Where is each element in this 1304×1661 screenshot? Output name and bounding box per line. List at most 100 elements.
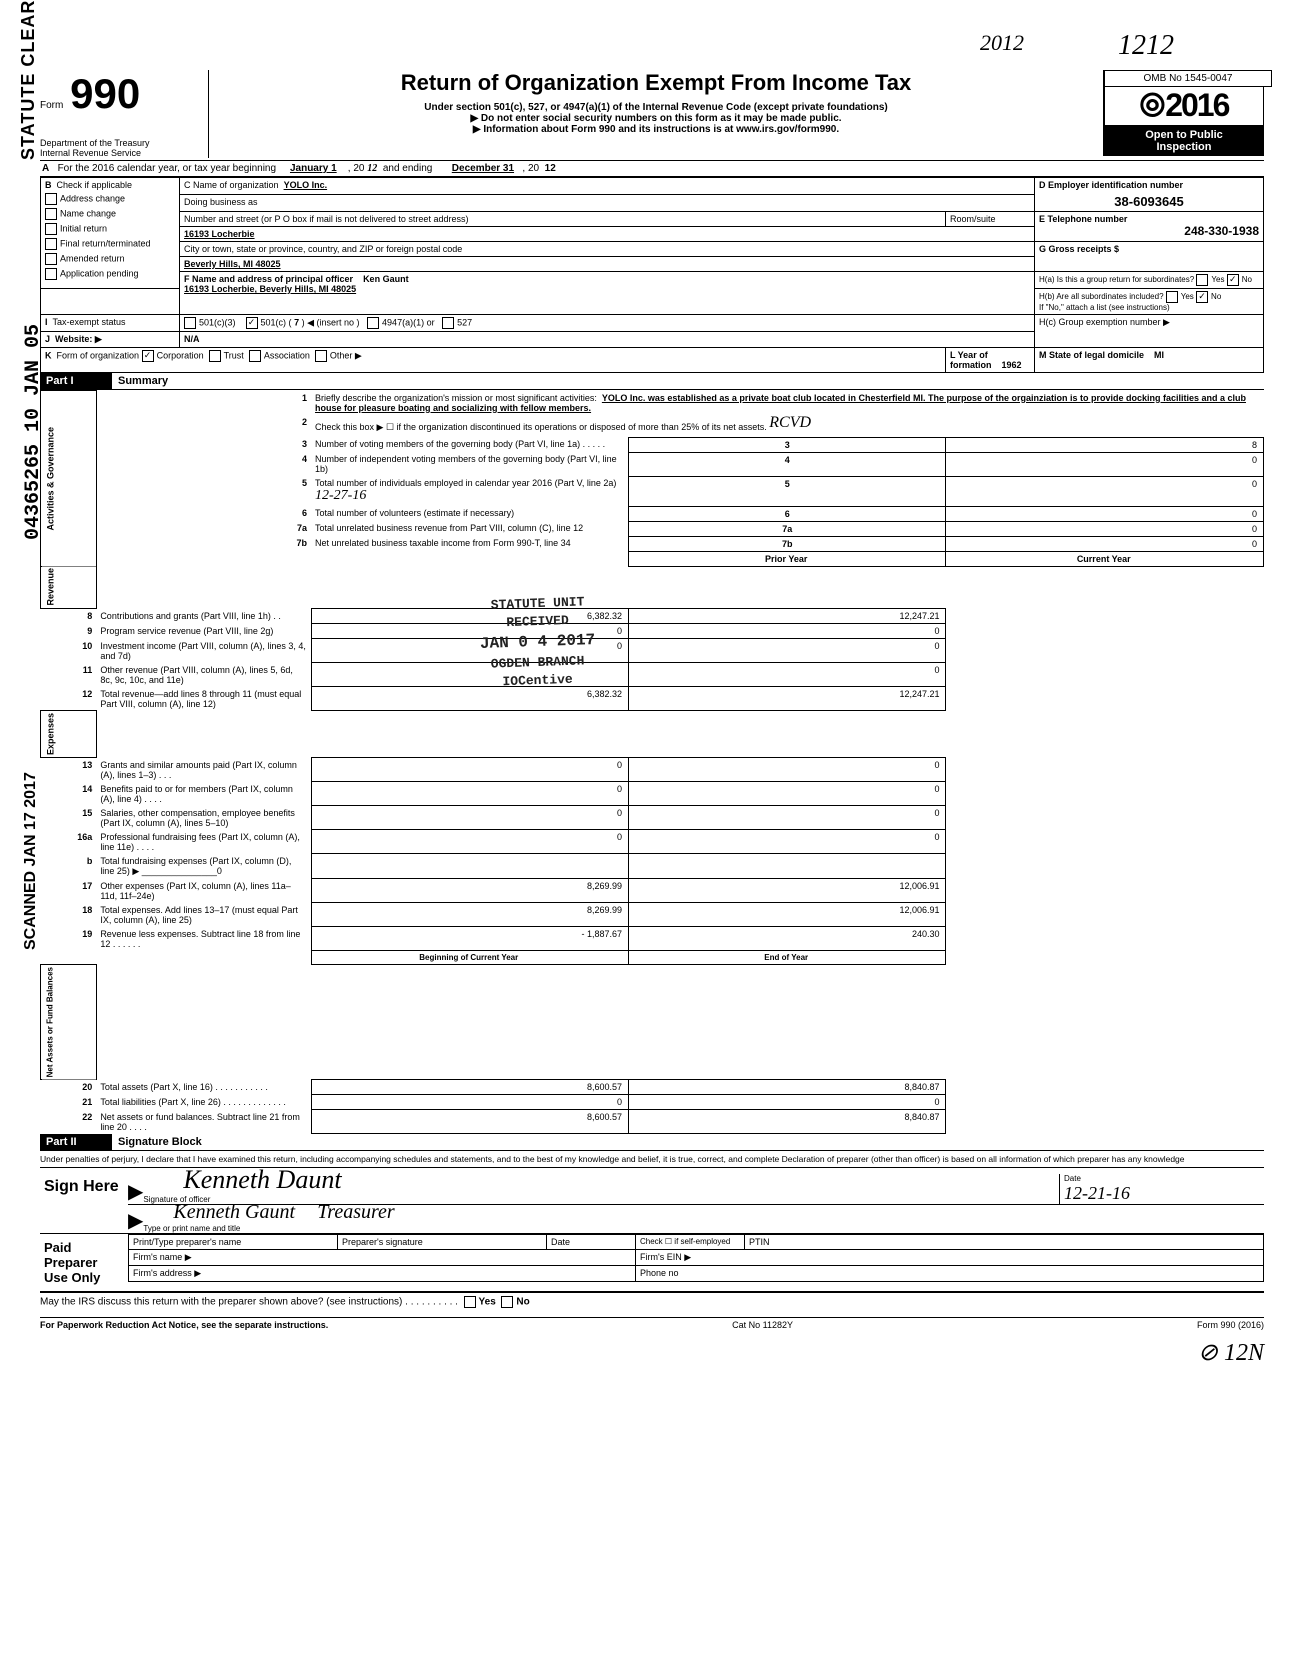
line-label: Total liabilities (Part X, line 26) . . …	[96, 1095, 311, 1110]
prior-val	[311, 854, 628, 879]
city: Beverly Hills, MI 48025	[184, 259, 281, 269]
4947-checkbox[interactable]	[367, 317, 379, 329]
line5: Total number of individuals employed in …	[315, 478, 616, 488]
b-checkbox[interactable]	[45, 238, 57, 250]
part2-label: Part II	[40, 1134, 112, 1151]
line-label: Net assets or fund balances. Subtract li…	[96, 1110, 311, 1134]
footer-mid: Cat No 11282Y	[732, 1320, 793, 1330]
l-val: 1962	[1002, 360, 1022, 370]
line-a-begin: January 1	[290, 163, 337, 174]
b-checkbox[interactable]	[45, 268, 57, 280]
val-7b: 0	[946, 536, 1264, 551]
discuss-yes[interactable]	[464, 1296, 476, 1308]
handwritten-year-top: 2012	[980, 30, 1024, 56]
website: N/A	[184, 334, 200, 344]
end-year-hdr: End of Year	[629, 951, 946, 965]
i-501c: 501(c) (	[261, 317, 292, 327]
d-label: D Employer identification number	[1039, 180, 1183, 190]
527-checkbox[interactable]	[442, 317, 454, 329]
line-a-end2: , 20	[522, 163, 539, 174]
officer-addr: 16193 Locherbie, Beverly Hills, MI 48025	[184, 284, 356, 294]
k-other: Other ▶	[330, 350, 362, 360]
discuss-no[interactable]	[501, 1296, 513, 1308]
curr-year-hdr: Current Year	[946, 551, 1264, 566]
b-checkbox[interactable]	[45, 193, 57, 205]
f-label: F Name and address of principal officer	[184, 274, 353, 284]
section-expenses: Expenses	[41, 711, 97, 758]
room-label: Room/suite	[950, 214, 996, 224]
rcvd-hand: RCVD	[769, 414, 811, 431]
curr-val: 12,247.21	[629, 609, 946, 624]
firm-addr: Firm's address ▶	[129, 1266, 636, 1282]
section-net: Net Assets or Fund Balances	[41, 965, 97, 1080]
b-item-label: Initial return	[60, 223, 107, 233]
signature: Kenneth Daunt	[183, 1165, 341, 1194]
val-6: 0	[946, 506, 1264, 521]
line-label: Total assets (Part X, line 16) . . . . .…	[96, 1080, 311, 1095]
line-a-hand1: 12	[367, 163, 377, 174]
type-name-label: Type or print name and title	[143, 1224, 1264, 1233]
i-insert: ) ◀ (insert no )	[302, 317, 360, 327]
prep-check: Check ☐ if self-employed	[636, 1235, 745, 1250]
prior-year-hdr: Prior Year	[629, 551, 946, 566]
hb-no-checkbox[interactable]: ✓	[1196, 291, 1208, 303]
line7a: Total unrelated business revenue from Pa…	[311, 521, 628, 536]
street-label: Number and street (or P O box if mail is…	[184, 214, 468, 224]
sub-title-1: Under section 501(c), 527, or 4947(a)(1)…	[229, 102, 1083, 113]
yes-1: Yes	[1211, 275, 1224, 284]
curr-val: 12,006.91	[629, 879, 946, 903]
line5-hand: 12-27-16	[315, 488, 366, 503]
line-label: Salaries, other compensation, employee b…	[96, 806, 311, 830]
vertical-scanned-stamp: SCANNED JAN 17 2017	[22, 772, 40, 950]
hb-yes-checkbox[interactable]	[1166, 291, 1178, 303]
k-trust: Trust	[224, 350, 244, 360]
b-checkbox[interactable]	[45, 253, 57, 265]
line1-label: Briefly describe the organization's miss…	[315, 393, 597, 403]
curr-val: 0	[629, 624, 946, 639]
prior-val: 8,269.99	[311, 879, 628, 903]
b-checkbox[interactable]	[45, 223, 57, 235]
b-checkbox[interactable]	[45, 208, 57, 220]
prior-val: 8,269.99	[311, 903, 628, 927]
k-assoc: Association	[264, 350, 310, 360]
other-checkbox[interactable]	[315, 350, 327, 362]
curr-val: 240.30	[629, 927, 946, 951]
discuss-yes-label: Yes	[479, 1297, 496, 1308]
b-item-label: Final return/terminated	[60, 238, 151, 248]
b-label: B	[45, 180, 52, 190]
prep-name-label: Print/Type preparer's name	[129, 1235, 338, 1250]
line-label: Contributions and grants (Part VIII, lin…	[96, 609, 311, 624]
line-label: Program service revenue (Part VIII, line…	[96, 624, 311, 639]
val-3: 8	[946, 437, 1264, 452]
prep-date-label: Date	[547, 1235, 636, 1250]
line-a-ending: and ending	[383, 163, 433, 174]
b-item-label: Name change	[60, 208, 116, 218]
prior-val: 0	[311, 830, 628, 854]
ha-yes-checkbox[interactable]	[1196, 274, 1208, 286]
firm-phone: Phone no	[636, 1266, 1264, 1282]
part1-title: Summary	[112, 373, 1264, 390]
bottom-handwritten: ⊘ 12N	[1198, 1340, 1264, 1366]
trust-checkbox[interactable]	[209, 350, 221, 362]
ha-no-checkbox[interactable]: ✓	[1227, 274, 1239, 286]
assoc-checkbox[interactable]	[249, 350, 261, 362]
line-label: Grants and similar amounts paid (Part IX…	[96, 758, 311, 782]
section-activities: Activities & Governance	[41, 391, 97, 567]
line6: Total number of volunteers (estimate if …	[311, 506, 628, 521]
line-label: Total fundraising expenses (Part IX, col…	[96, 854, 311, 879]
line-label: Revenue less expenses. Subtract line 18 …	[96, 927, 311, 951]
b-item-label: Address change	[60, 193, 125, 203]
sign-here-label: Sign Here	[44, 1178, 124, 1196]
501c-checkbox[interactable]: ✓	[246, 317, 258, 329]
line-label: Total expenses. Add lines 13–17 (must eq…	[96, 903, 311, 927]
val-7a: 0	[946, 521, 1264, 536]
501c3-checkbox[interactable]	[184, 317, 196, 329]
h-b: H(b) Are all subordinates included?	[1039, 292, 1164, 301]
corp-checkbox[interactable]: ✓	[142, 350, 154, 362]
part2-title: Signature Block	[112, 1134, 1264, 1151]
prior-val: 8,600.57	[311, 1110, 628, 1134]
street: 16193 Locherbie	[184, 229, 255, 239]
k-corp: Corporation	[157, 350, 204, 360]
curr-val	[629, 854, 946, 879]
typed-title: Treasurer	[317, 1201, 394, 1223]
